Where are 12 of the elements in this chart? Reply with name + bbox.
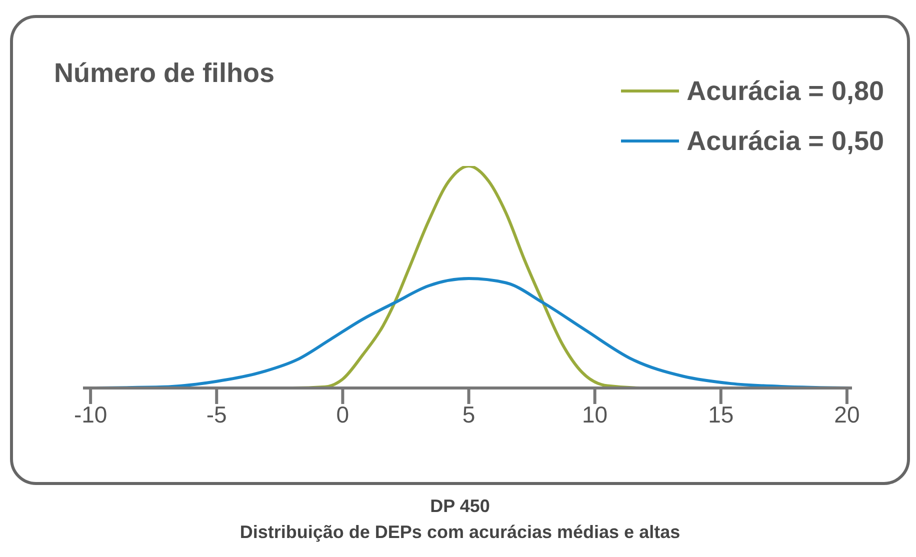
legend-label: Acurácia = 0,50 [686,126,884,156]
x-tick-label: -5 [206,401,227,428]
x-tick-label: 5 [462,401,476,428]
x-tick-label: -10 [74,401,108,428]
legend-label: Acurácia = 0,80 [686,76,884,106]
text: Distribuição de DEPs com acurácias médias e altas [238,521,682,544]
x-tick-label: 15 [708,401,734,428]
x-tick-label: 0 [336,401,350,428]
x-tick-label: 20 [834,401,860,428]
y-axis-title: Número de filhos [54,58,275,89]
text: DP 450 [429,495,491,518]
x-tick-label: 10 [582,401,608,428]
